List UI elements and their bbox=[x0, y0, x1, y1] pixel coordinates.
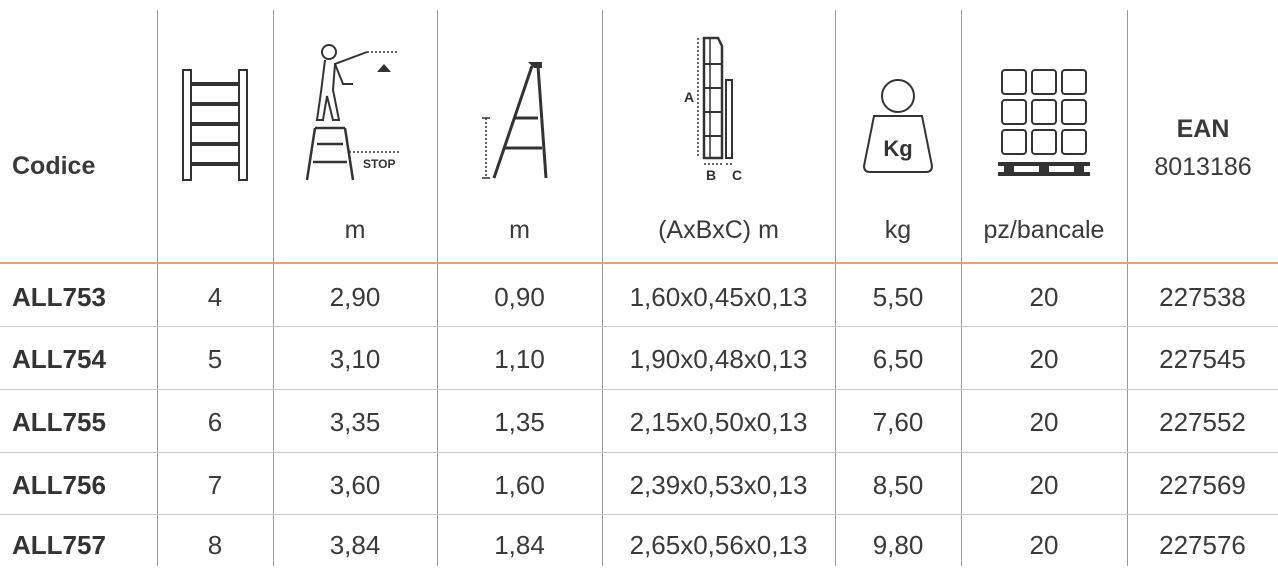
table-row: ALL754 5 3,10 1,10 1,90x0,48x0,13 6,50 2… bbox=[0, 328, 1278, 390]
steps-cell: 4 bbox=[207, 281, 223, 312]
reach-cell: 2,90 bbox=[329, 281, 381, 312]
person-reach-height-icon: STOP bbox=[305, 44, 399, 181]
pallet-header: pz/bancale bbox=[961, 0, 1127, 262]
pallet-cell: 20 bbox=[1029, 529, 1059, 560]
code-cell: ALL754 bbox=[12, 343, 106, 374]
reach-cell: 3,35 bbox=[329, 406, 381, 437]
steps-cell: 5 bbox=[207, 343, 223, 374]
row-separator bbox=[0, 514, 1278, 515]
codice-header: Codice bbox=[12, 152, 96, 180]
code-cell: ALL757 bbox=[12, 529, 106, 560]
header-separator bbox=[0, 262, 1278, 264]
dim-c-label: C bbox=[732, 167, 742, 183]
row-separator bbox=[0, 389, 1278, 390]
reach-cell: 3,10 bbox=[329, 343, 381, 374]
table-row: ALL753 4 2,90 0,90 1,60x0,45x0,13 5,50 2… bbox=[0, 266, 1278, 328]
reach-cell: 3,60 bbox=[329, 469, 381, 500]
pallet-cell: 20 bbox=[1029, 406, 1059, 437]
code-cell: ALL755 bbox=[12, 406, 106, 437]
ean-cell: 227538 bbox=[1159, 281, 1246, 312]
steps-cell: 6 bbox=[207, 406, 223, 437]
column-divider bbox=[602, 10, 603, 566]
weight-cell: 6,50 bbox=[872, 343, 924, 374]
steps-header bbox=[157, 0, 273, 262]
pallet-icon bbox=[998, 69, 1090, 176]
pallet-cell: 20 bbox=[1029, 469, 1059, 500]
steps-cell: 8 bbox=[207, 529, 223, 560]
ean-cell: 227569 bbox=[1159, 469, 1246, 500]
weight-unit: kg bbox=[884, 216, 912, 244]
kg-label: Kg bbox=[883, 136, 912, 161]
weight-cell: 5,50 bbox=[872, 281, 924, 312]
platform-height-icon bbox=[481, 62, 547, 179]
dimensions-cell: 1,90x0,48x0,13 bbox=[629, 343, 808, 374]
row-separator bbox=[0, 326, 1278, 327]
ean-cell: 227576 bbox=[1159, 529, 1246, 560]
weight-cell: 8,50 bbox=[872, 469, 924, 500]
reach-height-unit: m bbox=[344, 216, 366, 244]
stop-label: STOP bbox=[363, 157, 395, 171]
platform-cell: 1,60 bbox=[494, 469, 545, 500]
pallet-cell: 20 bbox=[1029, 281, 1059, 312]
platform-cell: 1,84 bbox=[494, 529, 545, 560]
column-divider bbox=[961, 10, 962, 566]
reach-height-header: STOP m bbox=[273, 0, 437, 262]
column-divider bbox=[157, 10, 158, 566]
platform-cell: 0,90 bbox=[494, 281, 545, 312]
weight-cell: 7,60 bbox=[872, 406, 924, 437]
weight-cell: 9,80 bbox=[872, 529, 924, 560]
ladder-steps-icon bbox=[182, 69, 248, 181]
code-cell: ALL753 bbox=[12, 281, 106, 312]
dimensions-cell: 2,39x0,53x0,13 bbox=[629, 469, 808, 500]
dim-a-label: A bbox=[684, 89, 694, 105]
platform-cell: 1,35 bbox=[494, 406, 545, 437]
dimensions-cell: 1,60x0,45x0,13 bbox=[629, 281, 808, 312]
column-divider bbox=[1127, 10, 1128, 566]
ean-cell: 227545 bbox=[1159, 343, 1246, 374]
column-divider bbox=[835, 10, 836, 566]
ean-prefix: 8013186 bbox=[1154, 153, 1252, 181]
code-cell: ALL756 bbox=[12, 469, 106, 500]
pallet-unit: pz/bancale bbox=[983, 216, 1105, 244]
platform-height-header: m bbox=[437, 0, 602, 262]
platform-height-unit: m bbox=[509, 216, 530, 244]
dimensions-unit: (AxBxC) m bbox=[658, 216, 779, 244]
dimensions-header: A B C (AxBxC) m bbox=[602, 0, 835, 262]
platform-cell: 1,10 bbox=[494, 343, 545, 374]
pallet-cell: 20 bbox=[1029, 343, 1059, 374]
dim-b-label: B bbox=[706, 167, 716, 183]
ean-header: EAN 8013186 bbox=[1128, 110, 1278, 186]
dimensions-cell: 2,65x0,56x0,13 bbox=[629, 529, 808, 560]
ladder-dimensions-icon: A B C bbox=[684, 36, 742, 183]
column-divider bbox=[437, 10, 438, 566]
steps-cell: 7 bbox=[207, 469, 223, 500]
column-divider bbox=[273, 10, 274, 566]
ean-cell: 227552 bbox=[1159, 406, 1246, 437]
dimensions-cell: 2,15x0,50x0,13 bbox=[629, 406, 808, 437]
reach-cell: 3,84 bbox=[329, 529, 381, 560]
weight-icon: Kg bbox=[862, 79, 934, 173]
row-separator bbox=[0, 452, 1278, 453]
weight-header: Kg kg bbox=[835, 0, 961, 262]
table-row: ALL755 6 3,35 1,35 2,15x0,50x0,13 7,60 2… bbox=[0, 391, 1278, 453]
ean-label: EAN bbox=[1176, 115, 1230, 143]
table-row: ALL756 7 3,60 1,60 2,39x0,53x0,13 8,50 2… bbox=[0, 454, 1278, 516]
table-row: ALL757 8 3,84 1,84 2,65x0,56x0,13 9,80 2… bbox=[0, 514, 1278, 566]
